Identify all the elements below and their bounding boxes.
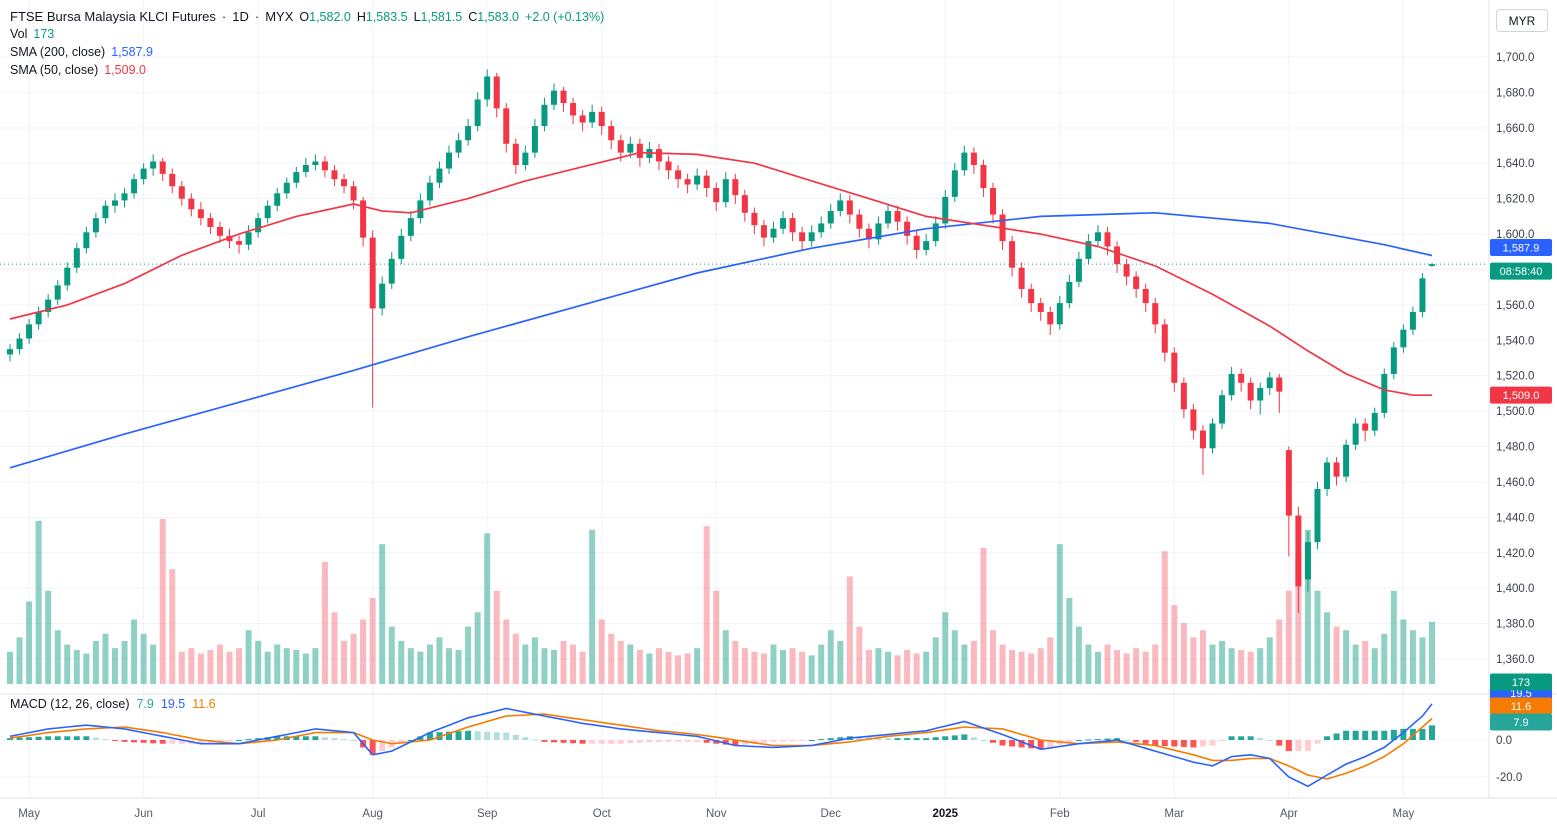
svg-text:7.9: 7.9: [1513, 717, 1528, 729]
svg-text:1,380.0: 1,380.0: [1496, 619, 1534, 631]
volume-label[interactable]: Vol: [10, 27, 28, 41]
macd-signal-value: 11.6: [192, 697, 216, 711]
sma200-value: 1,587.9: [111, 45, 153, 59]
volume-series: [7, 519, 1435, 684]
macd-line-value: 19.5: [160, 697, 186, 711]
sma50-legend-row: SMA (50, close) 1,509.0: [10, 62, 610, 80]
macd-histogram-value: 7.9: [136, 697, 154, 711]
svg-text:1,420.0: 1,420.0: [1496, 548, 1534, 560]
sma-50-line: [9, 151, 1432, 397]
svg-text:1,600.0: 1,600.0: [1496, 229, 1534, 241]
macd-line: [9, 703, 1433, 788]
svg-text:1,500.0: 1,500.0: [1496, 406, 1534, 418]
svg-text:1,400.0: 1,400.0: [1496, 583, 1534, 595]
sma50-price-badge: 1,509.0: [1490, 386, 1552, 404]
separator-dot: ·: [254, 9, 260, 24]
candlestick-series[interactable]: [7, 69, 1435, 613]
svg-text:Feb: Feb: [1050, 808, 1070, 820]
sma50-label[interactable]: SMA (50, close): [10, 63, 99, 77]
exchange-label: MYX: [265, 9, 294, 24]
svg-text:Oct: Oct: [593, 808, 612, 820]
svg-text:Apr: Apr: [1280, 808, 1298, 820]
svg-text:May: May: [1393, 808, 1415, 820]
currency-button[interactable]: MYR: [1496, 9, 1548, 32]
close-pair: C1,583.0: [468, 9, 519, 26]
svg-text:1,509.0: 1,509.0: [1503, 390, 1540, 402]
svg-text:11.6: 11.6: [1511, 701, 1532, 713]
svg-text:1,460.0: 1,460.0: [1496, 477, 1534, 489]
high-label: H: [356, 10, 366, 24]
close-value: 1,583.0: [477, 10, 520, 24]
svg-text:19.5: 19.5: [1510, 688, 1531, 700]
svg-text:1,480.0: 1,480.0: [1496, 442, 1534, 454]
svg-text:Jul: Jul: [251, 808, 266, 820]
svg-text:Sep: Sep: [477, 808, 497, 820]
svg-text:1,660.0: 1,660.0: [1496, 123, 1534, 135]
symbol-title[interactable]: FTSE Bursa Malaysia KLCI Futures: [10, 9, 216, 24]
change-value: +2.0 (+0.13%): [525, 10, 605, 24]
volume-legend-row: Vol 173: [10, 26, 610, 44]
macd-signal-line: [9, 713, 1433, 780]
high-pair: H1,583.5: [357, 9, 408, 26]
svg-text:Jun: Jun: [134, 808, 153, 820]
bar-countdown-badge: 08:58:40: [1490, 262, 1552, 280]
sma-200-line: [9, 211, 1433, 469]
low-pair: L1,581.5: [414, 9, 463, 26]
svg-text:1,620.0: 1,620.0: [1496, 194, 1534, 206]
separator-dot: ·: [221, 9, 227, 24]
macd-legend: MACD (12, 26, close) 7.9 19.5 11.6: [10, 697, 223, 711]
svg-text:2025: 2025: [932, 808, 958, 820]
sma200-price-badge: 1,587.9: [1490, 238, 1552, 256]
open-label: O: [299, 10, 310, 24]
svg-text:Dec: Dec: [821, 808, 842, 820]
macd-label[interactable]: MACD (12, 26, close): [10, 697, 130, 711]
svg-text:-20.0: -20.0: [1496, 772, 1522, 784]
volume-value: 173: [33, 27, 55, 41]
svg-text:1,540.0: 1,540.0: [1496, 335, 1534, 347]
symbol-legend-row: FTSE Bursa Malaysia KLCI Futures · 1D · …: [10, 8, 610, 26]
volume-value-badge: 173: [1490, 673, 1552, 691]
svg-text:1,440.0: 1,440.0: [1496, 512, 1534, 524]
macd-signal-badge: 11.6: [1490, 697, 1552, 715]
high-value: 1,583.5: [365, 10, 408, 24]
close-label: C: [468, 10, 478, 24]
interval-label[interactable]: 1D: [232, 9, 249, 24]
sma50-value: 1,509.0: [104, 63, 146, 77]
time-axis[interactable]: May Jun Jul Aug Sep Oct Nov Dec 2025 Feb Mar Apr May: [18, 808, 1414, 820]
open-value: 1,582.0: [309, 10, 351, 24]
svg-text:0.0: 0.0: [1496, 735, 1512, 747]
svg-text:May: May: [18, 808, 40, 820]
svg-text:1,680.0: 1,680.0: [1496, 87, 1534, 99]
svg-text:1,700.0: 1,700.0: [1496, 52, 1534, 64]
low-label: L: [413, 10, 421, 24]
svg-text:Mar: Mar: [1164, 808, 1184, 820]
svg-text:1,640.0: 1,640.0: [1496, 158, 1534, 170]
symbol-legend: FTSE Bursa Malaysia KLCI Futures · 1D · …: [10, 8, 610, 80]
svg-text:Nov: Nov: [706, 808, 727, 820]
svg-text:1,560.0: 1,560.0: [1496, 300, 1534, 312]
svg-text:Aug: Aug: [362, 808, 382, 820]
open-pair: O1,582.0: [299, 9, 350, 26]
macd-histogram-badge: 7.9: [1490, 713, 1552, 731]
svg-text:1,587.9: 1,587.9: [1503, 242, 1540, 254]
svg-text:08:58:40: 08:58:40: [1500, 266, 1543, 278]
low-value: 1,581.5: [420, 10, 463, 24]
svg-text:1,520.0: 1,520.0: [1496, 371, 1534, 383]
svg-text:1,360.0: 1,360.0: [1496, 654, 1534, 666]
sma200-label[interactable]: SMA (200, close): [10, 45, 106, 59]
svg-text:173: 173: [1512, 677, 1530, 689]
sma200-legend-row: SMA (200, close) 1,587.9: [10, 44, 610, 62]
